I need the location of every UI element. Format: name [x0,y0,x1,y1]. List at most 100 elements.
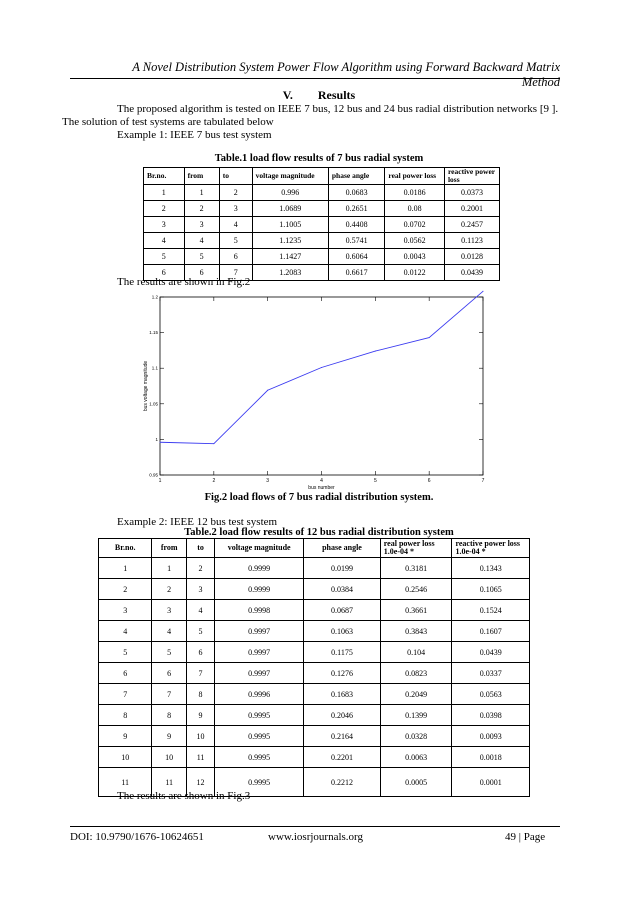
table-cell: 0.9995 [214,704,305,726]
table-cell: 12 [185,767,216,797]
table-cell: 4 [143,232,185,249]
table-cell: 0.1276 [303,662,381,684]
table-cell: 0.9999 [214,578,305,600]
table-cell: 0.0122 [384,264,445,281]
table-cell: 0.0093 [451,725,530,747]
table-cell: 0.1683 [303,683,381,705]
table-cell: 0.9997 [214,641,305,663]
table-cell: 0.1123 [443,232,501,249]
table-cell: 0.9995 [214,725,305,747]
table2-body: 1 1 2 0.9999 0.0199 0.3181 0.1343 2 2 3 0.9999 0.03… [97,557,530,797]
table-cell: 0.1065 [451,578,530,600]
table1: Br.no. from to voltage magnitude phase angle… [143,167,501,281]
table-cell: 11 [151,767,187,797]
table-cell: 5 [151,641,187,663]
table-cell: 5 [183,248,220,265]
table-cell: 0.3181 [379,557,453,579]
y-tick-label: 1.2 [152,295,159,300]
table-row: 2 2 3 0.9999 0.0384 0.2546 0.1065 [97,578,530,600]
table-cell: 0.0018 [451,746,530,768]
table2-header-row: Br.no. from to voltage magnitude phase angle… [97,538,530,558]
table-cell: 0.6064 [327,248,386,265]
data-point [267,389,269,391]
table-cell: 6 [218,248,253,265]
table-cell: 0.9997 [214,620,305,642]
data-point [428,337,430,339]
table-cell: 9 [185,704,216,726]
table-row: 3 3 4 0.9998 0.0687 0.3661 0.1524 [97,599,530,621]
table-cell: 0.0005 [379,767,453,797]
table-row: 4 4 5 0.9997 0.1063 0.3843 0.1607 [97,620,530,642]
table2-header-cell: from [151,538,187,558]
table-cell: 0.0439 [451,641,530,663]
table-row: 3 3 4 1.1005 0.4408 0.0702 0.2457 [143,216,501,233]
table-cell: 3 [183,216,220,233]
table-cell: 0.2457 [443,216,501,233]
y-tick-label: 1.15 [149,330,158,335]
table-row: 11 11 12 0.9995 0.2212 0.0005 0.0001 [97,767,530,797]
table-cell: 1.1005 [251,216,329,233]
table-cell: 0.2651 [327,200,386,217]
table-cell: 2 [218,184,253,201]
table-cell: 0.2164 [303,725,381,747]
x-tick-label: 2 [212,478,215,484]
table-cell: 4 [183,232,220,249]
table2: Br.no. from to voltage magnitude phase angle… [97,538,530,797]
intro-line-2: The solution of test systems are tabulat… [62,116,274,128]
table-cell: 0.2212 [303,767,381,797]
table-cell: 0.2049 [379,683,453,705]
data-point [159,441,161,443]
table-cell: 0.996 [251,184,329,201]
table-cell: 0.9998 [214,599,305,621]
table2-header-cell: reactive power loss 1.0e-04 * [451,538,530,558]
table-cell: 6 [143,264,185,281]
table-row: 5 5 6 1.1427 0.6064 0.0043 0.0128 [143,248,501,265]
table-cell: 0.1607 [451,620,530,642]
table-cell: 3 [143,216,185,233]
table-row: 1 1 2 0.996 0.0683 0.0186 0.0373 [143,184,501,201]
table-cell: 9 [97,725,153,747]
table-cell: 1 [143,184,185,201]
table1-header-cell: phase angle [327,167,386,185]
table-cell: 4 [218,216,253,233]
y-tick-label: 1.1 [152,366,159,371]
table-cell: 7 [218,264,253,281]
table-cell: 1.1235 [251,232,329,249]
table-cell: 0.9999 [214,557,305,579]
table-cell: 0.2046 [303,704,381,726]
table-cell: 0.0439 [443,264,501,281]
table-cell: 0.1524 [451,599,530,621]
table-cell: 0.3843 [379,620,453,642]
table-cell: 11 [185,746,216,768]
table-cell: 0.9996 [214,683,305,705]
section-heading: V. Results [0,88,638,103]
table-cell: 7 [151,683,187,705]
table-cell: 0.9997 [214,662,305,684]
table-cell: 1.0689 [251,200,329,217]
table1-header-cell: voltage magnitude [251,167,329,185]
table-row: 9 9 10 0.9995 0.2164 0.0328 0.0093 [97,725,530,747]
table-row: 2 2 3 1.0689 0.2651 0.08 0.2001 [143,200,501,217]
table-cell: 2 [183,200,220,217]
table2-caption: Table.2 load flow results of 12 bus radi… [184,527,454,538]
table-cell: 4 [185,599,216,621]
table-cell: 0.0702 [384,216,445,233]
table1-header-cell: from [183,167,220,185]
table-cell: 0.0063 [379,746,453,768]
x-tick-label: 6 [428,478,431,484]
table-cell: 0.0384 [303,578,381,600]
section-title: Results [317,88,356,102]
table-row: 1 1 2 0.9999 0.0199 0.3181 0.1343 [97,557,530,579]
table-cell: 10 [185,725,216,747]
section-number: V. [282,88,293,102]
table-cell: 0.2546 [379,578,453,600]
table-row: 10 10 11 0.9995 0.2201 0.0063 0.0018 [97,746,530,768]
table1-header-cell: reactive power loss [443,167,501,185]
table-cell: 0.2201 [303,746,381,768]
x-tick-label: 5 [374,478,377,484]
table-cell: 0.1399 [379,704,453,726]
table-cell: 1 [183,184,220,201]
table1-header-cell: Br.no. [143,167,185,185]
table-row: 8 8 9 0.9995 0.2046 0.1399 0.0398 [97,704,530,726]
